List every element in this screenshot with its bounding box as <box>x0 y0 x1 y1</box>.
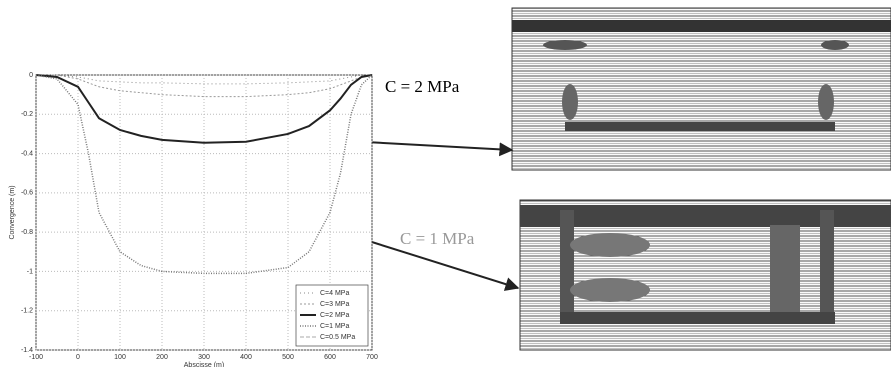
x-tick-label: 600 <box>324 354 336 361</box>
y-tick-label: -1.4 <box>21 347 33 354</box>
y-tick-label: -0.8 <box>21 229 33 236</box>
x-tick-label: 200 <box>156 354 168 361</box>
x-axis-label: Abscisse (m) <box>184 362 224 367</box>
x-tick-label: 300 <box>198 354 210 361</box>
y-tick-label: -1.2 <box>21 308 33 315</box>
x-tick-label: 700 <box>366 354 378 361</box>
annotation: C = 1 MPa <box>400 229 475 248</box>
y-axis-label: Convergence (m) <box>9 185 16 239</box>
series-line <box>36 74 373 98</box>
series-line <box>36 74 372 85</box>
legend-label: C=0.5 MPa <box>320 334 355 341</box>
y-tick-label: 0 <box>29 72 33 79</box>
plot: -100 0 100 200 300 400 500 600 700 0 -0.2 -0.4 -0.6 -… <box>9 72 378 367</box>
legend-label: C=4 MPa <box>320 290 349 297</box>
x-tick-label: 0 <box>76 354 80 361</box>
legend-label: C=3 MPa <box>320 301 349 308</box>
y-tick-label: -0.6 <box>21 190 33 197</box>
x-tick-label: 100 <box>114 354 126 361</box>
series-line <box>35 74 373 275</box>
y-tick-label: -0.4 <box>21 150 33 157</box>
y-tick-label: -1 <box>27 268 33 275</box>
y-tick-label: -0.2 <box>21 111 33 118</box>
model-image-top <box>511 7 891 171</box>
legend-label: C=1 MPa <box>320 323 349 330</box>
legend-label: C=2 MPa <box>320 312 349 319</box>
annotation: C = 2 MPa <box>385 77 460 96</box>
x-tick-label: -100 <box>29 354 43 361</box>
model-image-bottom <box>519 199 891 351</box>
series-line <box>35 74 373 144</box>
x-tick-label: 400 <box>240 354 252 361</box>
x-tick-label: 500 <box>282 354 294 361</box>
